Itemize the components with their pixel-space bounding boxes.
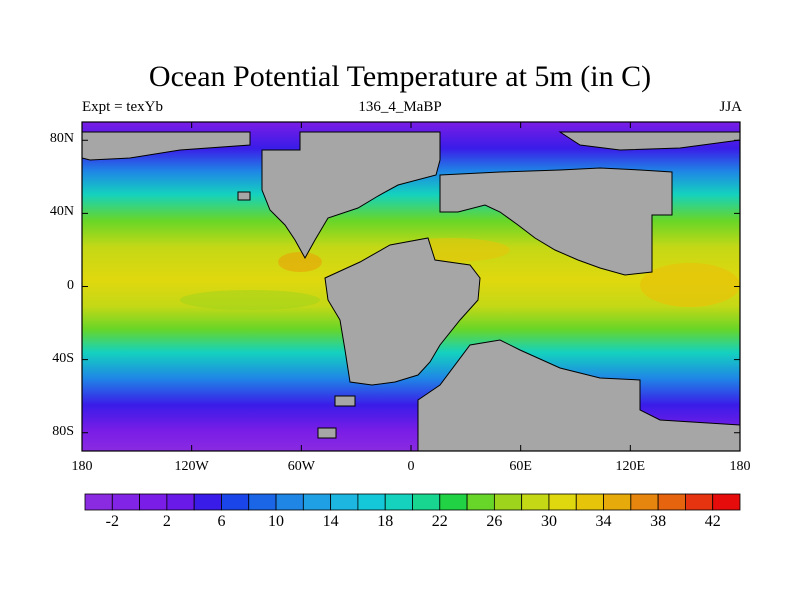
lat-tick-label: 40S (52, 350, 74, 366)
colorbar-swatch (548, 493, 577, 511)
colorbar-swatch (275, 493, 304, 511)
colorbar-swatch (657, 493, 686, 511)
colorbar-swatch (84, 493, 113, 511)
colorbar-swatch (493, 493, 523, 511)
colorbar-swatch (712, 493, 741, 511)
colorbar-swatch (111, 493, 140, 511)
lat-tick-label: 80N (49, 131, 74, 147)
land-africa-south-america (324, 237, 481, 386)
land-eurasia (439, 167, 673, 276)
season-label: JJA (719, 99, 742, 115)
colorbar-label: 34 (595, 513, 612, 530)
lon-tick-label: 60E (509, 459, 532, 474)
colorbar-swatch (412, 493, 441, 511)
land-north-america (261, 131, 441, 260)
lon-tick-label: 60W (287, 459, 315, 474)
colorbar-label: 18 (377, 513, 394, 530)
colorbar-swatch (248, 493, 277, 511)
colorbar-label: 10 (268, 513, 285, 530)
lat-tick-label: 0 (67, 277, 74, 293)
age-label: 136_4_MaBP (358, 99, 442, 115)
colorbar-label: 38 (650, 513, 667, 530)
lat-tick-label: 80S (52, 423, 74, 439)
colorbar-label: 22 (431, 513, 448, 530)
colorbar-swatch (439, 493, 468, 511)
land-arctic-rim (558, 131, 740, 151)
colorbar-label: 6 (217, 513, 226, 530)
lon-tick-label: 180 (71, 459, 93, 474)
colorbar-swatch (384, 493, 413, 511)
colorbar-label: 42 (704, 513, 721, 530)
land-small-island (334, 395, 356, 407)
warm-pool-east (640, 263, 740, 307)
land-small-island (317, 427, 337, 439)
colorbar-swatch (630, 493, 659, 511)
colorbar-label: 2 (162, 513, 171, 530)
warm-pool-west (278, 252, 322, 272)
lon-tick-label: 180 (729, 459, 751, 474)
colorbar-swatch (302, 493, 332, 511)
land-antarctica (417, 339, 740, 451)
lon-tick-label: 0 (407, 459, 415, 474)
colorbar-swatch (139, 493, 168, 511)
land-greenland (82, 131, 251, 161)
colorbar-swatch (575, 493, 604, 511)
colorbar-swatch (685, 493, 714, 511)
colorbar-label: 14 (322, 513, 339, 530)
colorbar-swatch (603, 493, 632, 511)
experiment-label: Expt = texYb (82, 99, 163, 115)
figure-title: Ocean Potential Temperature at 5m (in C) (148, 60, 652, 93)
colorbar-swatch (466, 493, 495, 511)
cool-tongue-pacific (180, 290, 320, 310)
colorbar-swatch (521, 493, 550, 511)
colorbar-label: 26 (486, 513, 503, 530)
colorbar-swatch (330, 493, 359, 511)
lon-tick-label: 120W (174, 459, 209, 474)
lat-tick-label: 40N (49, 204, 74, 220)
colorbar-swatch (166, 493, 195, 511)
lon-tick-label: 120E (615, 459, 646, 474)
colorbar (84, 493, 741, 511)
colorbar-label: 30 (540, 513, 557, 530)
colorbar-swatch (357, 493, 386, 511)
colorbar-swatch (193, 493, 222, 511)
colorbar-label: -2 (105, 513, 119, 530)
land-small-island (237, 191, 251, 201)
colorbar-swatch (221, 493, 250, 511)
